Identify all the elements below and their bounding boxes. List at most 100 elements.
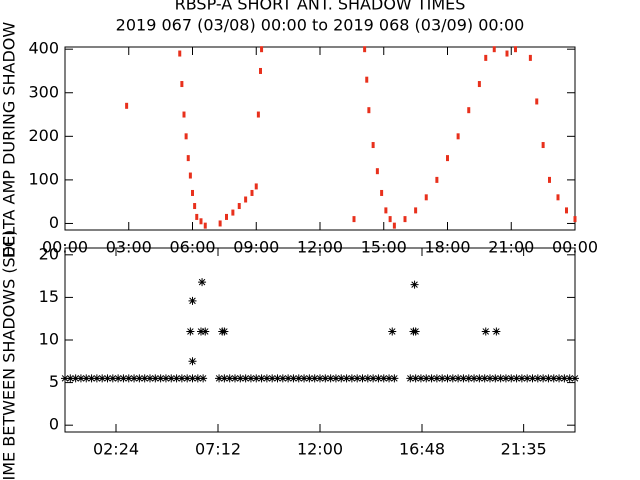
- point: [573, 216, 577, 223]
- y-tick-label: 0: [49, 213, 59, 232]
- point: [374, 374, 383, 383]
- point: [156, 374, 165, 383]
- point: [151, 374, 160, 383]
- point: [512, 374, 521, 383]
- x-tick-label: 06:00: [169, 238, 215, 257]
- point: [492, 327, 501, 336]
- point: [316, 374, 324, 383]
- point: [353, 374, 362, 383]
- point: [411, 327, 420, 336]
- point: [380, 189, 384, 196]
- point: [257, 374, 266, 383]
- chart-subtitle: 2019 067 (03/08) 00:00 to 2019 068 (03/0…: [116, 16, 525, 35]
- point: [541, 142, 545, 149]
- point: [250, 189, 254, 196]
- point: [507, 374, 516, 383]
- point: [161, 374, 170, 383]
- point: [188, 374, 197, 383]
- point: [385, 374, 394, 383]
- y-tick-label: 0: [49, 415, 59, 434]
- point: [225, 213, 228, 220]
- x-tick-label: 12:00: [297, 238, 343, 257]
- point: [571, 374, 579, 383]
- point: [191, 189, 194, 196]
- point: [231, 374, 239, 383]
- point: [369, 374, 378, 383]
- point: [201, 327, 210, 336]
- point: [252, 374, 261, 383]
- point: [178, 50, 182, 57]
- point: [199, 218, 203, 225]
- point: [119, 374, 128, 383]
- point: [259, 67, 262, 74]
- point: [517, 374, 526, 383]
- point: [254, 183, 258, 190]
- point: [470, 374, 479, 383]
- point: [432, 374, 441, 383]
- point: [422, 374, 431, 383]
- point: [103, 374, 112, 383]
- point: [124, 374, 133, 383]
- point: [371, 142, 375, 149]
- point: [140, 374, 149, 383]
- point: [363, 374, 372, 383]
- point: [556, 194, 560, 201]
- point: [492, 46, 496, 53]
- point: [528, 374, 537, 383]
- point: [367, 107, 371, 114]
- point: [236, 374, 245, 383]
- point: [130, 374, 139, 383]
- point: [514, 46, 517, 53]
- point: [260, 46, 264, 53]
- x-tick-label: 03:00: [106, 238, 152, 257]
- point: [539, 374, 548, 383]
- x-tick-label: 21:00: [488, 238, 534, 257]
- point: [523, 374, 532, 383]
- point: [337, 374, 346, 383]
- point: [188, 296, 197, 305]
- point: [363, 46, 367, 53]
- point: [125, 102, 129, 109]
- point: [480, 374, 489, 383]
- point: [183, 374, 192, 383]
- y-tick-label: 200: [28, 126, 59, 145]
- point: [496, 374, 505, 383]
- point: [172, 374, 181, 383]
- point: [289, 374, 298, 383]
- point: [220, 374, 229, 383]
- point: [475, 374, 484, 383]
- point: [443, 374, 452, 383]
- point: [197, 327, 205, 336]
- point: [98, 374, 107, 383]
- point: [231, 209, 235, 216]
- point: [321, 374, 330, 383]
- point: [66, 374, 75, 383]
- point: [294, 374, 303, 383]
- x-tick-label: 00:00: [42, 238, 88, 257]
- x-tick-label: 07:12: [195, 440, 241, 459]
- point: [544, 374, 553, 383]
- point: [549, 374, 558, 383]
- point: [342, 374, 351, 383]
- point: [435, 176, 439, 183]
- point: [218, 220, 222, 227]
- point: [388, 327, 397, 336]
- y-tick-label: 20: [39, 244, 59, 263]
- y-tick-label: 400: [28, 39, 59, 58]
- point: [241, 374, 250, 383]
- point: [237, 203, 241, 210]
- point: [467, 107, 471, 114]
- point: [501, 374, 510, 383]
- point: [446, 155, 449, 162]
- point: [167, 374, 176, 383]
- point: [244, 196, 248, 203]
- point: [456, 133, 460, 140]
- point: [365, 76, 369, 83]
- point: [184, 133, 188, 140]
- point: [82, 374, 91, 383]
- point: [180, 81, 184, 88]
- point: [375, 168, 379, 175]
- point: [411, 374, 420, 383]
